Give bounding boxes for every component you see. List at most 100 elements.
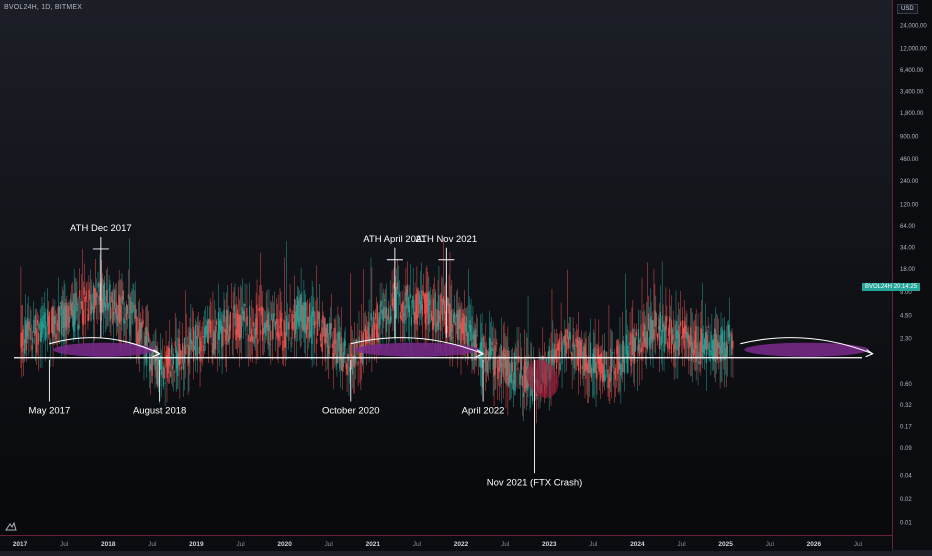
- candle-body: [473, 331, 475, 348]
- y-tick-label: 24,000.00: [900, 23, 927, 29]
- candle-body: [501, 363, 503, 367]
- candle-body: [691, 336, 693, 362]
- candle-body: [400, 315, 402, 320]
- candle-body: [27, 321, 29, 339]
- x-tick-label: Jul: [413, 541, 422, 548]
- candle-body: [57, 320, 59, 330]
- candle-body: [508, 376, 510, 387]
- candle-body: [136, 332, 139, 346]
- candle-body: [578, 337, 581, 358]
- candle-body: [79, 290, 81, 298]
- candle-body: [247, 339, 249, 341]
- candle-body: [525, 358, 527, 392]
- candle-body: [372, 324, 374, 340]
- y-tick-label: 0.09: [900, 446, 912, 452]
- candle-body: [505, 349, 507, 384]
- candle-body: [402, 301, 404, 323]
- candle-body: [683, 320, 685, 350]
- candle-body: [34, 331, 36, 336]
- currency-label[interactable]: USD: [897, 4, 918, 14]
- candle-body: [301, 305, 303, 329]
- candle-body: [409, 294, 412, 298]
- candle-body: [107, 303, 109, 311]
- candle-body: [263, 322, 265, 334]
- tradingview-logo-icon[interactable]: [4, 520, 18, 532]
- candle-body: [674, 341, 676, 349]
- x-tick-label: Jul: [60, 541, 69, 548]
- candle-body: [465, 316, 468, 337]
- annotation-label: ATH Nov 2021: [416, 234, 478, 245]
- candle-body: [554, 343, 556, 364]
- candle-body: [589, 359, 591, 373]
- candle-body: [676, 330, 678, 339]
- candle-body: [118, 294, 120, 323]
- cycle-ellipse: [744, 342, 869, 357]
- candle-body: [585, 338, 587, 371]
- candle-body: [439, 315, 441, 319]
- candle-body: [396, 282, 399, 291]
- candle-body: [725, 348, 727, 358]
- candle-body: [271, 313, 273, 321]
- candle-body: [393, 282, 395, 289]
- time-axis[interactable]: 2017 Jul 2018 Jul 2019 Jul 2020 Jul 2021 Jul 2022 J…: [0, 535, 892, 551]
- candle-body: [408, 297, 410, 313]
- candle-body: [306, 316, 309, 330]
- x-tick-label: Jul: [148, 541, 157, 548]
- candle-body: [197, 325, 199, 337]
- candle-body: [202, 336, 204, 338]
- candle-body: [24, 320, 27, 343]
- candle-body: [340, 337, 343, 371]
- candle-body: [639, 337, 641, 343]
- candle-body: [410, 316, 412, 326]
- candle-body: [380, 300, 382, 307]
- candle-body: [667, 342, 669, 349]
- candle-body: [297, 300, 299, 325]
- candle-body: [115, 302, 118, 320]
- candle-body: [29, 327, 31, 340]
- price-axis[interactable]: 24,000.00 12,000.00 6,400.00 3,400.00 1,800.…: [892, 0, 932, 550]
- candle-body: [343, 338, 345, 355]
- candle-body: [713, 328, 716, 359]
- candle-body: [707, 326, 709, 328]
- candle-body: [555, 348, 558, 370]
- candle-body: [382, 309, 384, 321]
- candle-body: [626, 345, 628, 373]
- candle-body: [590, 367, 593, 379]
- candle-body: [321, 327, 323, 353]
- candle-body: [395, 286, 397, 318]
- candle-body: [265, 321, 267, 336]
- candle-body: [705, 331, 707, 364]
- candle-body: [591, 369, 593, 371]
- annotation-label: April 2022: [462, 406, 505, 417]
- candle-body: [468, 325, 470, 328]
- last-price-symbol: BVOL24H: [865, 284, 893, 290]
- candle-body: [198, 347, 200, 354]
- candle-body: [103, 282, 106, 307]
- candle-body: [266, 319, 268, 328]
- candle-body: [692, 349, 695, 358]
- candle-body: [68, 316, 71, 323]
- candle-body: [114, 290, 116, 309]
- candle-body: [443, 300, 446, 315]
- candle-body: [105, 290, 107, 301]
- candle-body: [418, 290, 420, 314]
- candle-body: [609, 378, 611, 383]
- candle-body: [357, 361, 359, 366]
- candle-body: [43, 323, 45, 329]
- candle-body: [474, 333, 476, 361]
- candle-body: [350, 342, 352, 357]
- candle-body: [181, 343, 184, 363]
- candle-body: [622, 340, 624, 373]
- candle-body: [691, 342, 694, 353]
- candle-body: [563, 336, 565, 343]
- candle-body: [624, 336, 627, 338]
- candle-body: [354, 355, 356, 364]
- candle-body: [614, 367, 616, 380]
- candle-body: [363, 328, 366, 331]
- candle-body: [698, 361, 700, 364]
- candle-body: [108, 288, 110, 290]
- candle-body: [642, 331, 644, 337]
- candle-body: [191, 340, 193, 351]
- y-tick-label: 9.00: [900, 290, 912, 296]
